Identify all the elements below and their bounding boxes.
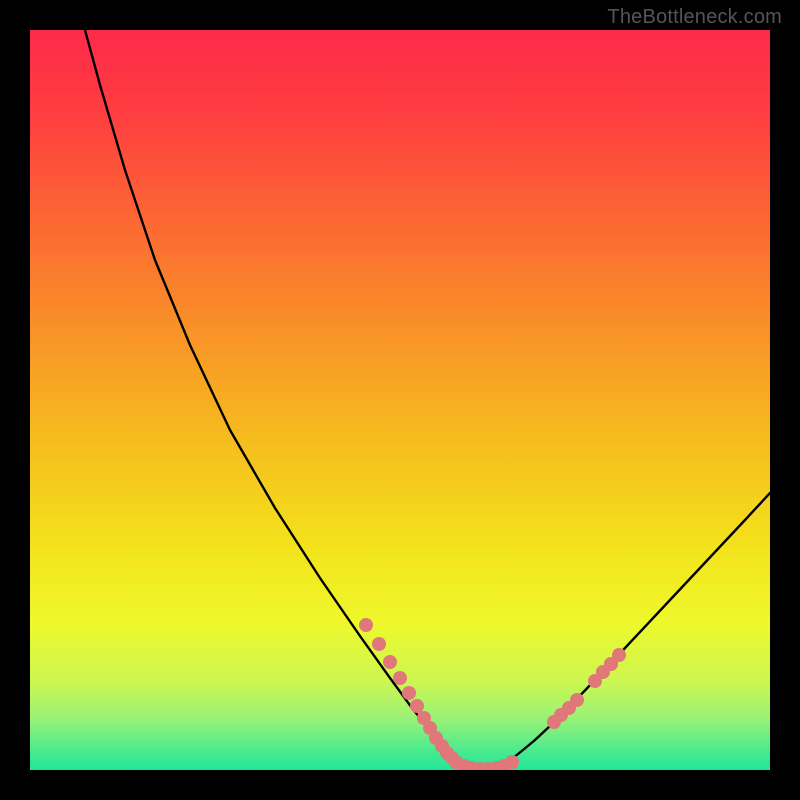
curve-marker (612, 648, 626, 662)
curve-marker (359, 618, 373, 632)
watermark-text: TheBottleneck.com (607, 6, 782, 29)
gradient-plot-area (30, 30, 770, 770)
curve-marker (402, 686, 416, 700)
curve-marker (570, 693, 584, 707)
curve-marker (393, 671, 407, 685)
curve-marker (505, 755, 519, 769)
curve-marker (410, 699, 424, 713)
curve-marker (383, 655, 397, 669)
curve-marker (372, 637, 386, 651)
chart-svg (0, 0, 800, 800)
chart-container: TheBottleneck.com (0, 0, 800, 800)
